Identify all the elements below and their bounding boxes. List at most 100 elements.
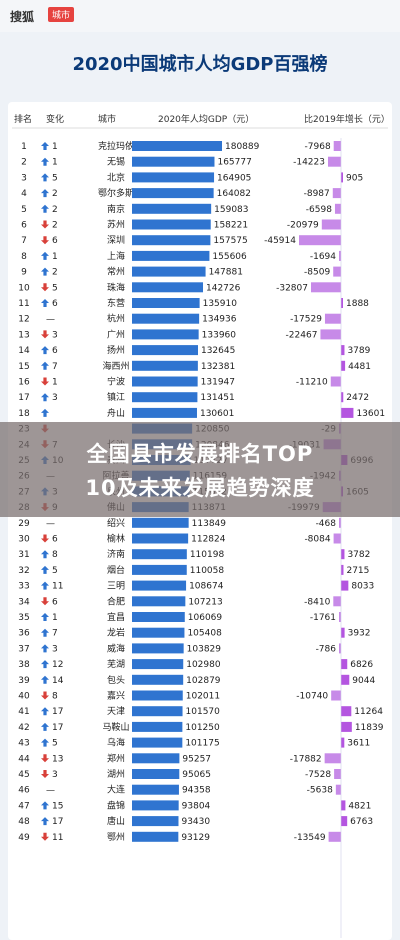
channel-tag[interactable]: 城市 (48, 7, 75, 22)
growth-bar (328, 831, 341, 842)
growth-bar (341, 580, 349, 591)
gdp-value: 101175 (185, 739, 219, 749)
gdp-value: 134936 (202, 315, 237, 325)
gdp-value: 131451 (200, 393, 234, 403)
rank-cell: 14 (18, 346, 30, 356)
change-cell: — (46, 786, 55, 796)
gdp-bar (132, 517, 189, 528)
change-cell: 6 (52, 597, 58, 607)
rank-cell: 42 (18, 723, 29, 733)
gdp-value: 102879 (186, 676, 221, 686)
growth-bar (341, 345, 345, 356)
growth-value: 2472 (346, 393, 369, 403)
arrow-down-icon (41, 283, 49, 292)
arrow-up-icon (41, 675, 49, 684)
gdp-bar (132, 627, 185, 638)
rank-cell: 5 (21, 205, 27, 215)
city-cell: 大连 (107, 784, 125, 796)
arrow-up-icon (41, 408, 49, 417)
growth-bar (341, 737, 345, 748)
change-cell: 5 (52, 566, 58, 576)
change-cell: 1 (52, 613, 58, 623)
gdp-bar (132, 266, 206, 277)
growth-bar (332, 188, 341, 199)
growth-bar (324, 313, 341, 324)
arrow-up-icon (41, 550, 49, 559)
arrow-up-icon (41, 204, 49, 213)
arrow-up-icon (41, 722, 49, 731)
gdp-bar (132, 329, 199, 340)
arrow-up-icon (41, 189, 49, 198)
rank-cell: 29 (18, 519, 30, 529)
arrow-down-icon (41, 377, 49, 386)
growth-value: -17882 (290, 754, 322, 764)
growth-value: -1694 (310, 252, 336, 262)
top-bar: 搜狐 城市 (0, 0, 400, 32)
gdp-value: 93129 (181, 833, 210, 843)
growth-value: -14223 (293, 158, 325, 168)
growth-bar (341, 298, 343, 308)
rank-cell: 40 (18, 692, 30, 702)
growth-bar (341, 360, 346, 371)
rank-cell: 13 (18, 330, 29, 340)
city-cell: 南京 (107, 203, 125, 215)
rank-cell: 3 (21, 173, 27, 183)
arrow-down-icon (41, 597, 49, 606)
growth-value: -468 (316, 519, 337, 529)
gdp-bar (132, 250, 210, 261)
gdp-bar (132, 831, 179, 842)
gdp-bar (132, 172, 215, 183)
gdp-value: 110198 (190, 550, 225, 560)
rank-cell: 30 (18, 535, 30, 545)
arrow-up-icon (41, 613, 49, 621)
growth-value: 3789 (347, 346, 370, 356)
arrow-up-icon (41, 361, 49, 370)
gdp-bar (132, 156, 215, 167)
change-cell: 8 (52, 550, 58, 560)
gdp-value: 105408 (187, 629, 222, 639)
city-cell: 湖州 (107, 769, 125, 780)
city-cell: 绍兴 (107, 517, 125, 529)
growth-bar (333, 141, 341, 151)
arrow-up-icon (41, 393, 49, 402)
growth-value: 6763 (350, 817, 373, 827)
rank-cell: 44 (18, 754, 30, 764)
growth-value: -5638 (307, 786, 333, 796)
gdp-value: 107213 (188, 597, 222, 607)
gdp-bar (132, 392, 198, 403)
rank-cell: 8 (21, 252, 27, 262)
arrow-down-icon (41, 236, 49, 245)
growth-bar (331, 690, 341, 701)
banner-line-2: 10及未来发展趋势深度 (85, 476, 315, 500)
city-cell: 无锡 (107, 157, 125, 168)
city-cell: 三明 (107, 581, 125, 592)
change-cell: 11 (52, 582, 63, 592)
gdp-bar (132, 784, 179, 795)
arrow-up-icon (41, 707, 49, 716)
gdp-value: 102980 (186, 660, 221, 670)
gdp-bar (132, 376, 198, 387)
growth-value: -22467 (286, 330, 318, 340)
growth-bar (341, 800, 346, 811)
arrow-down-icon (41, 691, 49, 700)
arrow-down-icon (41, 330, 49, 339)
growth-value: 11264 (354, 707, 383, 717)
gdp-value: 165777 (217, 158, 251, 168)
growth-value: -17529 (290, 315, 322, 325)
city-cell: 天津 (107, 706, 125, 717)
change-cell: 3 (52, 393, 58, 403)
change-cell: 13 (52, 754, 63, 764)
gdp-value: 106069 (188, 613, 223, 623)
growth-bar (341, 721, 352, 732)
gdp-value: 180889 (225, 142, 260, 152)
change-cell: 17 (52, 707, 63, 717)
gdp-bar (132, 690, 183, 701)
gdp-bar (132, 219, 211, 230)
rank-cell: 47 (18, 801, 29, 811)
article-banner[interactable]: 全国县市发展排名TOP 10及未来发展趋势深度 (0, 422, 400, 517)
gdp-bar (132, 659, 184, 670)
gdp-value: 94358 (182, 786, 211, 796)
growth-bar (333, 266, 341, 277)
change-cell: 17 (52, 723, 63, 733)
city-cell: 郑州 (107, 752, 125, 764)
